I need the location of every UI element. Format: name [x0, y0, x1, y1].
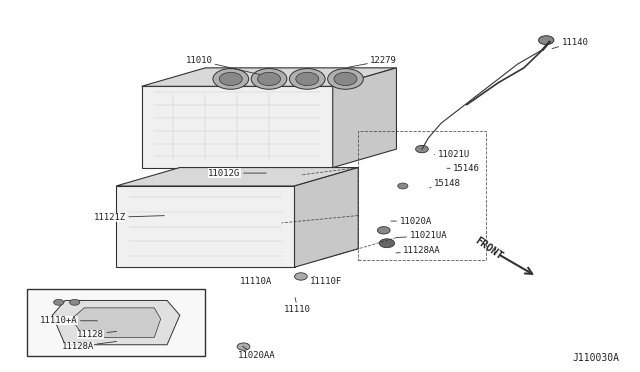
Text: 11121Z: 11121Z [93, 213, 164, 222]
Text: 11128: 11128 [77, 330, 116, 339]
Text: 11110: 11110 [284, 298, 311, 314]
Polygon shape [333, 68, 396, 167]
Polygon shape [294, 167, 358, 267]
Circle shape [415, 145, 428, 153]
Circle shape [378, 227, 390, 234]
Polygon shape [72, 308, 161, 337]
Polygon shape [52, 301, 180, 345]
Circle shape [296, 72, 319, 86]
Circle shape [251, 68, 287, 89]
Circle shape [289, 68, 325, 89]
Text: FRONT: FRONT [473, 236, 504, 262]
Text: 11128A: 11128A [61, 341, 116, 351]
Polygon shape [141, 68, 396, 86]
Bar [27, 289, 205, 356]
Text: 15146: 15146 [447, 164, 480, 173]
Circle shape [213, 68, 248, 89]
Text: 11010: 11010 [186, 56, 260, 75]
Text: 11110A: 11110A [240, 276, 273, 286]
Text: 11110+A: 11110+A [40, 316, 97, 325]
Circle shape [54, 299, 64, 305]
Text: 11021U: 11021U [435, 150, 470, 159]
Circle shape [397, 183, 408, 189]
Text: 11110F: 11110F [310, 276, 342, 286]
Text: J110030A: J110030A [573, 353, 620, 363]
Text: 11020A: 11020A [391, 217, 432, 225]
Polygon shape [141, 86, 333, 167]
Circle shape [257, 72, 280, 86]
Text: 11140: 11140 [552, 38, 588, 49]
Circle shape [70, 299, 80, 305]
Text: 15148: 15148 [429, 179, 461, 188]
Text: 12279: 12279 [348, 56, 397, 67]
Text: 11128AA: 11128AA [396, 246, 441, 255]
Circle shape [380, 239, 394, 248]
Polygon shape [116, 167, 358, 186]
Circle shape [334, 72, 357, 86]
Circle shape [328, 68, 364, 89]
Circle shape [539, 36, 554, 45]
Polygon shape [116, 186, 294, 267]
Text: 11012G: 11012G [208, 169, 266, 177]
Circle shape [237, 343, 250, 350]
Circle shape [294, 273, 307, 280]
Circle shape [220, 72, 243, 86]
Text: 11020AA: 11020AA [237, 346, 275, 360]
Text: 11021UA: 11021UA [396, 231, 447, 240]
